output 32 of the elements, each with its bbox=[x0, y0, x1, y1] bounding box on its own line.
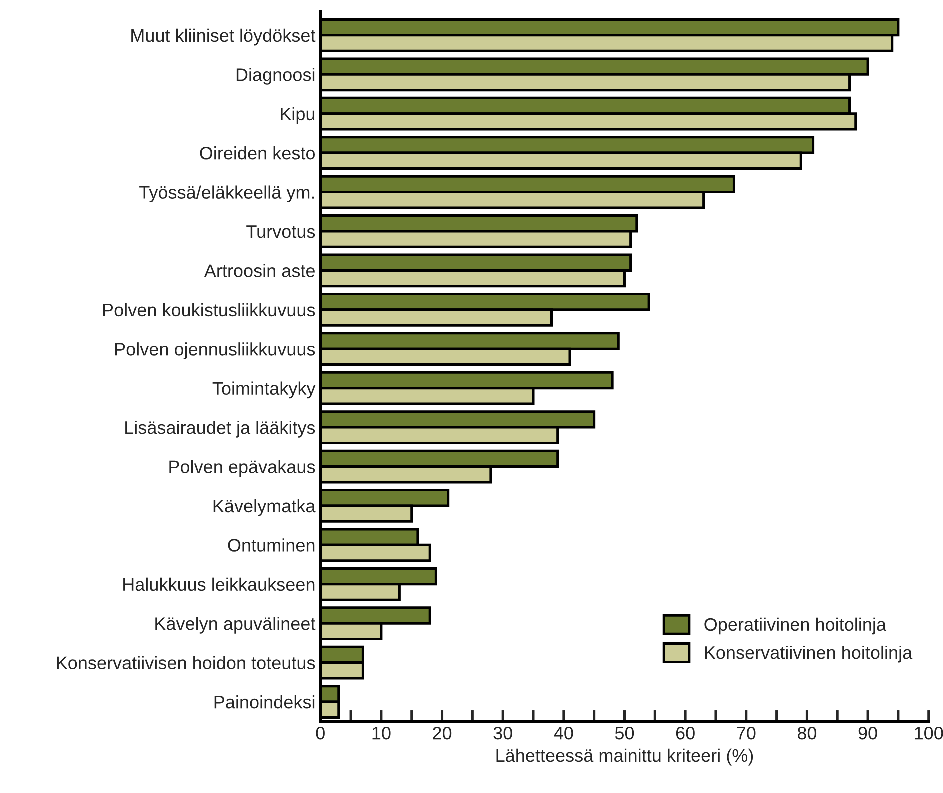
x-tick-label: 70 bbox=[737, 726, 756, 740]
y-tick-label: Lisäsairaudet ja lääkitys bbox=[126, 421, 316, 438]
y-tick-label: Kipu bbox=[281, 107, 315, 124]
x-tick-label: 100 bbox=[915, 726, 943, 740]
y-tick-label: Kävelyn apuvälineet bbox=[156, 617, 316, 634]
y-tick-label: Polven koukistusliikkuvuus bbox=[103, 303, 316, 317]
legend-label: Operatiivinen hoitolinja bbox=[704, 618, 887, 635]
y-tick-label: Ontuminen bbox=[228, 538, 315, 552]
x-tick-label: 90 bbox=[858, 726, 878, 740]
y-tick-label: Työssä/eläkkeellä ym. bbox=[140, 186, 314, 203]
y-tick-label: Muut kliiniset löydökset bbox=[132, 28, 316, 46]
y-tick-label: Oireiden kesto bbox=[200, 146, 316, 160]
x-axis-title: Lähetteessä mainittu kriteeri (%) bbox=[496, 748, 754, 766]
y-tick-label: Artroosin aste bbox=[204, 264, 315, 278]
x-tick-label: 20 bbox=[433, 726, 452, 740]
x-tick-label: 50 bbox=[615, 726, 634, 740]
y-tick-label: Painoindeksi bbox=[214, 695, 315, 709]
x-tick-label: 60 bbox=[676, 726, 695, 740]
x-tick-label: 80 bbox=[798, 726, 817, 740]
x-tick-label: 30 bbox=[494, 726, 512, 740]
y-tick-label: Polven epävakaus bbox=[170, 460, 316, 478]
x-tick-label: 10 bbox=[372, 726, 391, 740]
y-tick-label: Halukkuus leikkaukseen bbox=[124, 578, 315, 592]
y-tick-label: Toimintakyky bbox=[212, 382, 316, 399]
y-tick-label: Diagnoosi bbox=[236, 68, 315, 85]
y-tick-label: Turvotus bbox=[246, 226, 316, 238]
y-tick-label: Polven ojennusliikkuvuus bbox=[116, 342, 316, 360]
y-tick-label: Kävelymatka bbox=[214, 499, 316, 516]
x-tick-label: 0 bbox=[316, 726, 325, 740]
legend-label: Konservatiivinen hoitolinja bbox=[705, 646, 913, 663]
y-tick-label: Konservatiivisen hoidon toteutus bbox=[57, 656, 316, 670]
x-tick-label: 40 bbox=[554, 726, 574, 740]
